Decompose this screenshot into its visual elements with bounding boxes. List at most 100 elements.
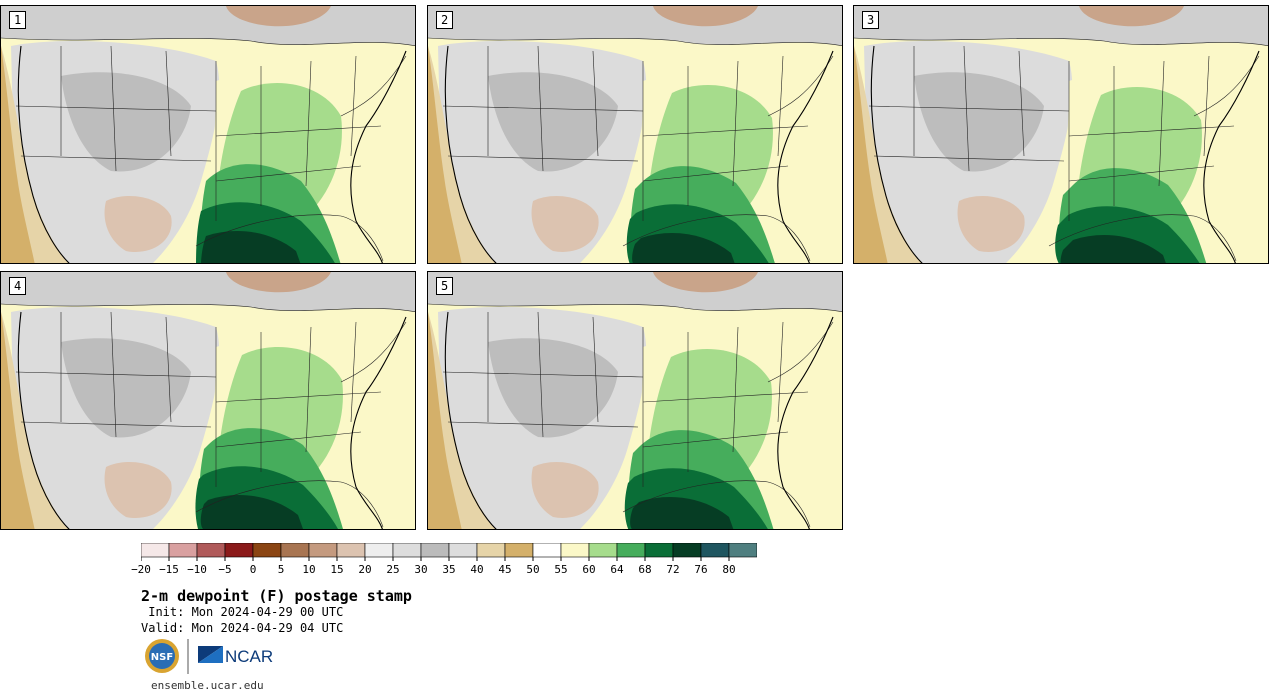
colorbar-swatch [616,543,646,558]
colorbar-swatch [336,543,366,558]
nsf-logo: NSF [145,639,179,673]
rockies-field [61,72,191,172]
colorbar-tick-label: 45 [498,563,512,576]
west-coastline [870,45,923,263]
colorbar-swatch [308,543,338,558]
svg-text:NCAR: NCAR [225,647,273,666]
boundaries [1,37,415,262]
colorbar-tick-label: 15 [330,563,344,576]
map-panel-4: 4 [0,271,416,530]
colorbar-swatch [448,543,478,558]
map-panel-5: 5 [427,271,843,530]
panel-label: 2 [436,11,454,29]
east-coastline [777,50,834,263]
colorbar-tick-label: −20 [131,563,151,576]
boundaries [1,303,415,528]
colorbar-swatch [504,543,534,558]
map-panel-3: 3 [853,5,1269,264]
colorbar-tick-label: 0 [249,563,257,576]
init-time: Init: Mon 2024-04-29 00 UTC [141,605,344,619]
east-coastline [1203,50,1260,263]
coast-tan-dark [1,312,35,529]
colorbar-swatch [588,543,618,558]
dewpoint-72 [630,497,734,529]
dry-patch [653,6,758,27]
colorbar-tick-label: −5 [218,563,232,576]
colorbar-tick-label: 20 [358,563,372,576]
southwest-dry [531,462,599,518]
colorbar-tick-label: 35 [442,563,456,576]
logos: NSF NCAR [145,639,273,674]
colorbar-swatch [476,543,506,558]
coast-tan-dark [854,46,888,263]
southwest-dry [531,196,599,252]
colorbar-tick-label: 76 [694,563,708,576]
panel-label: 1 [9,11,27,29]
dewpoint-map [428,6,842,263]
colorbar-swatch [420,543,450,558]
map-panel-2: 2 [427,5,843,264]
panel-label: 5 [436,277,454,295]
colorbar-tick-label: 55 [554,563,568,576]
colorbar-swatch [392,543,422,558]
colorbar-tick-label: 80 [722,563,736,576]
svg-text:NSF: NSF [151,652,173,663]
coast-tan-dark [428,312,462,529]
panel-label: 4 [9,277,27,295]
dewpoint-72 [201,231,301,263]
colorbar-tick-label: 50 [526,563,540,576]
colorbar-swatch [532,543,562,558]
colorbar-tick-label: 64 [610,563,624,576]
coast-tan-dark [428,46,462,263]
ncar-logo: NCAR [198,646,273,666]
colorbar-tick-label: 40 [470,563,484,576]
colorbar-tick-label: 68 [638,563,652,576]
dewpoint-map [1,272,415,529]
dry-patch [226,272,331,293]
colorbar-tick-label: −15 [159,563,179,576]
colorbar [141,543,757,561]
southwest-dry [104,462,172,518]
boundaries [428,303,842,528]
west-coastline [17,311,70,529]
southwest-dry [957,196,1025,252]
valid-time: Valid: Mon 2024-04-29 04 UTC [141,621,344,635]
rockies-field [914,72,1044,172]
east-coastline [350,50,407,263]
colorbar-swatch [141,543,170,558]
colorbar-tick-label: 10 [302,563,316,576]
colorbar-tick-label: 25 [386,563,400,576]
dewpoint-map [1,6,415,263]
dewpoint-72 [1060,235,1166,263]
colorbar-tick-label: 72 [666,563,680,576]
west-coastline [444,311,497,529]
east-coastline [777,316,834,529]
dry-patch [226,6,331,27]
colorbar-swatch [196,543,226,558]
colorbar-swatch [364,543,394,558]
east-coastline [350,316,407,529]
colorbar-tick-label: 60 [582,563,596,576]
dewpoint-72 [200,495,303,529]
colorbar-swatch [280,543,310,558]
plot-title: 2-m dewpoint (F) postage stamp [141,587,412,605]
colorbar-swatch [700,543,730,558]
panel-label: 3 [862,11,880,29]
southwest-dry [104,196,172,252]
colorbar-swatch [224,543,254,558]
west-coastline [444,45,497,263]
coast-tan-dark [1,46,35,263]
colorbar-swatch [252,543,282,558]
colorbar-tick-label: −10 [187,563,207,576]
boundaries [854,37,1268,262]
dry-patch [653,272,758,293]
colorbar-swatch [560,543,590,558]
dewpoint-map [854,6,1268,263]
rockies-field [488,338,618,438]
colorbar-tick-label: 30 [414,563,428,576]
map-panel-1: 1 [0,5,416,264]
dewpoint-map [428,272,842,529]
colorbar-swatch [644,543,674,558]
colorbar-swatch [672,543,702,558]
rockies-field [488,72,618,172]
